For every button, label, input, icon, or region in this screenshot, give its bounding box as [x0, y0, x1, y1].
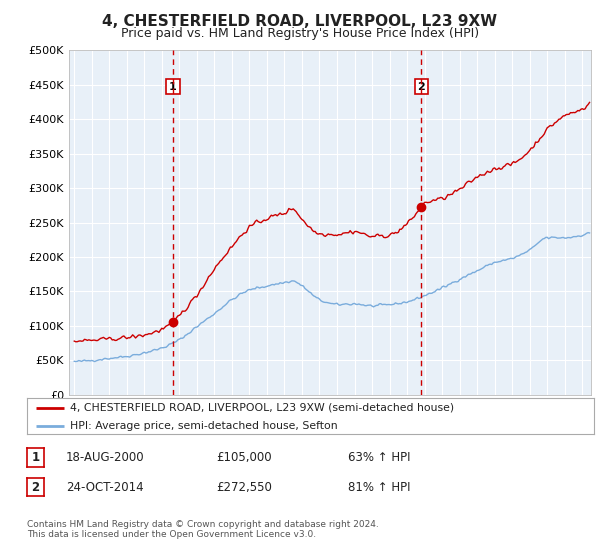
Text: 2: 2 [418, 82, 425, 92]
Text: Price paid vs. HM Land Registry's House Price Index (HPI): Price paid vs. HM Land Registry's House … [121, 27, 479, 40]
Text: £272,550: £272,550 [216, 480, 272, 494]
Text: £105,000: £105,000 [216, 451, 272, 464]
Text: 4, CHESTERFIELD ROAD, LIVERPOOL, L23 9XW: 4, CHESTERFIELD ROAD, LIVERPOOL, L23 9XW [103, 14, 497, 29]
Text: 24-OCT-2014: 24-OCT-2014 [66, 480, 143, 494]
Text: HPI: Average price, semi-detached house, Sefton: HPI: Average price, semi-detached house,… [70, 421, 337, 431]
Text: 18-AUG-2000: 18-AUG-2000 [66, 451, 145, 464]
Text: Contains HM Land Registry data © Crown copyright and database right 2024.
This d: Contains HM Land Registry data © Crown c… [27, 520, 379, 539]
Text: 2: 2 [31, 480, 40, 494]
Text: 1: 1 [169, 82, 177, 92]
Text: 81% ↑ HPI: 81% ↑ HPI [348, 480, 410, 494]
Text: 63% ↑ HPI: 63% ↑ HPI [348, 451, 410, 464]
Text: 4, CHESTERFIELD ROAD, LIVERPOOL, L23 9XW (semi-detached house): 4, CHESTERFIELD ROAD, LIVERPOOL, L23 9XW… [70, 403, 454, 413]
Text: 1: 1 [31, 451, 40, 464]
